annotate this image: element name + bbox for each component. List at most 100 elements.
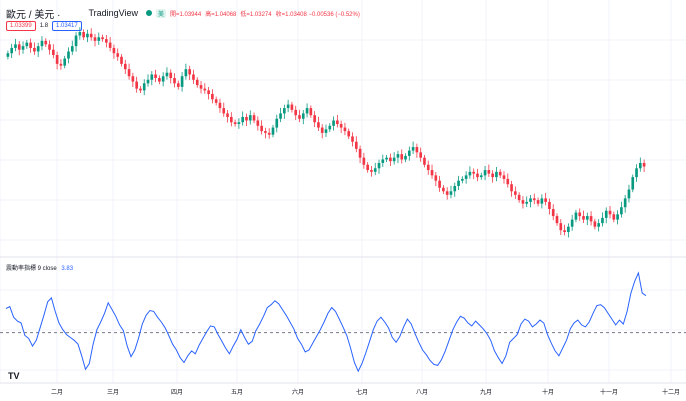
- candle: [392, 152, 396, 165]
- candle: [256, 116, 260, 131]
- time-axis-label: 四月: [171, 389, 183, 396]
- candle: [74, 32, 78, 52]
- candle: [358, 145, 362, 164]
- candle: [396, 150, 400, 164]
- candle: [180, 72, 184, 92]
- candle: [139, 85, 142, 94]
- tradingview-logo-icon[interactable]: TV: [8, 371, 20, 381]
- candle: [608, 205, 612, 219]
- candle: [582, 210, 585, 223]
- time-axis-label: 三月: [107, 389, 119, 396]
- candle: [245, 113, 248, 126]
- candle: [165, 67, 169, 80]
- candle: [498, 169, 502, 179]
- candle: [445, 187, 449, 200]
- candle: [184, 63, 188, 80]
- candle: [540, 194, 544, 209]
- candle: [385, 155, 388, 163]
- candle: [536, 197, 540, 207]
- candle: [381, 154, 385, 168]
- candle: [389, 153, 392, 166]
- ohlc-legend: 美 開=1.03944 高=1.04068 低=1.03274 收=1.0340…: [145, 8, 360, 18]
- candle: [457, 175, 460, 191]
- candle: [532, 193, 536, 205]
- symbol-title[interactable]: 歐元 / 美元 ·: [6, 9, 61, 21]
- candle: [366, 162, 369, 173]
- candle: [150, 71, 154, 86]
- candle: [290, 101, 294, 113]
- candle: [468, 166, 472, 179]
- candle: [623, 195, 627, 213]
- candle: [154, 69, 157, 83]
- candle: [370, 165, 373, 177]
- candle: [101, 34, 104, 42]
- candle: [44, 38, 48, 48]
- candle: [226, 110, 229, 123]
- candle: [36, 42, 40, 57]
- candle: [10, 43, 14, 59]
- candle: [260, 120, 263, 135]
- candle: [188, 65, 191, 80]
- candlestick-series: [6, 27, 646, 238]
- candle: [563, 224, 566, 236]
- candle: [411, 141, 415, 154]
- candle: [567, 223, 570, 238]
- candle: [585, 212, 589, 226]
- candle: [373, 162, 377, 176]
- candle: [252, 112, 256, 124]
- candle: [434, 172, 438, 187]
- candle: [55, 51, 59, 70]
- candle: [529, 195, 532, 208]
- candle: [248, 110, 252, 125]
- candle: [298, 109, 301, 123]
- candle: [351, 132, 354, 147]
- candle: [218, 98, 222, 113]
- candle: [487, 164, 491, 177]
- candle: [283, 104, 286, 119]
- candle: [347, 128, 351, 140]
- sell-price-button[interactable]: 1.03399: [6, 21, 36, 31]
- candle: [233, 119, 237, 127]
- candle: [514, 186, 517, 199]
- candle: [264, 127, 267, 139]
- candle: [192, 69, 195, 84]
- candle: [78, 27, 82, 40]
- candle: [495, 167, 498, 182]
- candle: [21, 41, 25, 54]
- buy-price-button[interactable]: 1.03417: [52, 21, 82, 31]
- candle: [176, 80, 180, 90]
- candle: [6, 50, 10, 60]
- candle: [570, 214, 574, 231]
- candle: [82, 29, 85, 40]
- candle: [328, 123, 332, 132]
- indicator-legend[interactable]: 震動率指標 9 close 3.83: [6, 263, 73, 272]
- candle: [332, 116, 335, 131]
- candle: [29, 38, 32, 53]
- candle: [142, 79, 146, 96]
- candle: [241, 111, 245, 126]
- candle: [317, 116, 320, 131]
- candle: [510, 180, 513, 197]
- candle: [449, 185, 453, 199]
- candle: [419, 147, 422, 162]
- time-axis-label: 十二月: [662, 388, 680, 396]
- candle: [173, 73, 176, 88]
- candle: [112, 44, 116, 59]
- candle: [354, 136, 358, 153]
- candle: [203, 83, 207, 94]
- candle: [48, 40, 51, 55]
- candle: [207, 87, 210, 100]
- market-status-icon: [145, 10, 152, 16]
- candle: [407, 146, 411, 161]
- candle: [120, 54, 123, 67]
- candle: [426, 160, 430, 175]
- candle: [574, 209, 578, 223]
- time-axis: 二月 三月 四月 五月 六月 七月 八月 九月 十月 十一月 十二月: [51, 388, 680, 396]
- close-value: 收=1.03408 −0.00536 (−0.52%): [275, 11, 360, 18]
- candle: [14, 38, 17, 52]
- candle: [453, 182, 457, 197]
- candle: [476, 168, 479, 182]
- candle: [70, 40, 74, 55]
- time-axis-label: 八月: [416, 389, 428, 396]
